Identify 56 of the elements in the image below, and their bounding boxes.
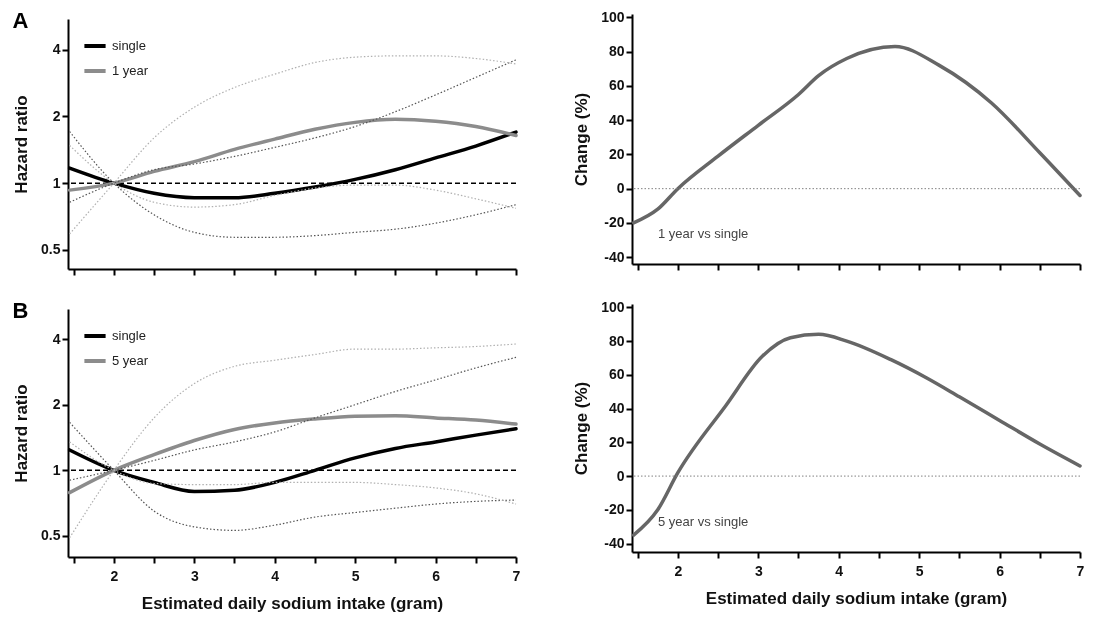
line-series — [69, 343, 517, 539]
x-axis-title: Estimated daily sodium intake (gram) — [705, 588, 1008, 608]
y-tick-label: 2 — [52, 396, 61, 413]
x-tick-label: 3 — [754, 562, 763, 579]
y-axis-title: Hazard ratio — [12, 95, 32, 194]
legend-label: 1 year — [112, 63, 149, 78]
x-tick-label: 2 — [674, 562, 683, 579]
annotation: 5 year vs single — [658, 514, 749, 529]
line-series — [67, 413, 518, 495]
chart-title: A — [12, 8, 29, 33]
legend-label: 5 year — [112, 353, 149, 368]
y-tick-label: 4 — [52, 330, 61, 347]
x-tick-label: 7 — [1076, 562, 1085, 579]
y-tick-label: -20 — [604, 214, 625, 231]
line-series — [631, 44, 1082, 225]
y-tick-label: 80 — [608, 43, 625, 60]
y-tick-label: -40 — [604, 535, 625, 552]
y-tick-label: 1 — [52, 461, 61, 478]
y-tick-label: 80 — [608, 332, 625, 349]
y-tick-label: 1 — [52, 174, 61, 191]
y-axis-title: Change (%) — [572, 381, 592, 476]
y-tick-label: 20 — [608, 145, 625, 162]
line-series — [631, 332, 1082, 537]
y-tick-label: -20 — [604, 501, 625, 518]
x-tick-label: 2 — [110, 567, 119, 584]
y-tick-label: 2 — [52, 107, 61, 124]
x-tick-label: 4 — [835, 562, 844, 579]
x-tick-label: 7 — [512, 567, 521, 584]
y-tick-label: -40 — [604, 248, 625, 265]
y-tick-label: 20 — [608, 433, 625, 450]
y-tick-label: 0.5 — [41, 241, 61, 258]
y-tick-label: 100 — [601, 298, 625, 315]
x-tick-label: 6 — [432, 567, 441, 584]
annotation: 1 year vs single — [658, 226, 749, 241]
y-tick-label: 60 — [608, 77, 625, 94]
y-tick-label: 100 — [601, 8, 625, 25]
legend-label: single — [112, 328, 146, 343]
y-tick-label: 4 — [52, 41, 61, 58]
y-axis-title: Change (%) — [572, 92, 592, 187]
y-tick-label: 0.5 — [41, 527, 61, 544]
line-series — [67, 117, 518, 192]
y-tick-label: 0 — [616, 180, 625, 197]
x-tick-label: 3 — [190, 567, 199, 584]
y-tick-label: 40 — [608, 400, 625, 417]
x-tick-label: 5 — [915, 562, 924, 579]
y-axis-title: Hazard ratio — [12, 384, 32, 483]
line-series — [69, 55, 517, 235]
chart-title: B — [12, 298, 29, 323]
x-tick-label: 6 — [996, 562, 1005, 579]
x-tick-label: 5 — [351, 567, 360, 584]
x-tick-label: 4 — [271, 567, 280, 584]
y-tick-label: 0 — [616, 467, 625, 484]
x-axis-title: Estimated daily sodium intake (gram) — [141, 593, 444, 613]
y-tick-label: 60 — [608, 366, 625, 383]
legend-label: single — [112, 38, 146, 53]
y-tick-label: 40 — [608, 111, 625, 128]
